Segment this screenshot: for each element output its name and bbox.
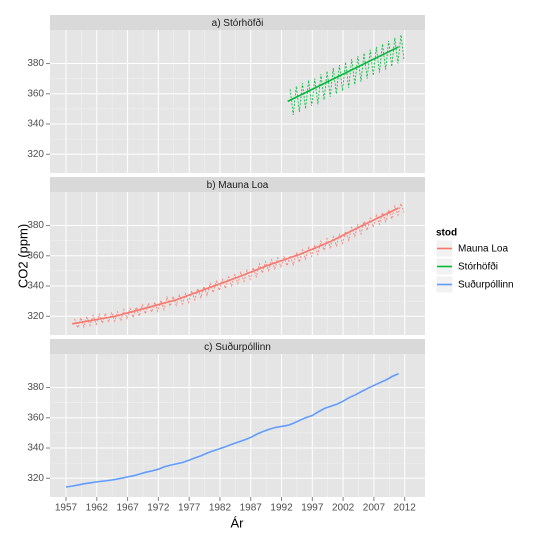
y-tick-label: 380	[27, 382, 44, 393]
data-line	[74, 202, 405, 330]
legend-label: Stórhöfði	[458, 261, 498, 273]
y-tick-label: 340	[27, 281, 44, 292]
strip-background	[50, 177, 425, 192]
y-tick-label: 380	[27, 58, 44, 69]
y-tick-label: 340	[27, 443, 44, 454]
x-tick-label: 1962	[86, 503, 109, 514]
data-line	[65, 372, 399, 488]
x-tick-label: 1987	[240, 503, 263, 514]
trend-line	[72, 207, 399, 325]
x-tick-label: 1972	[147, 503, 170, 514]
y-tick-label: 320	[27, 311, 44, 322]
legend-label: Suðurpóllinn	[458, 279, 514, 291]
panel-background	[50, 30, 425, 173]
x-tick-label: 1982	[209, 503, 232, 514]
data-line	[289, 34, 405, 115]
y-tick-label: 360	[27, 250, 44, 261]
x-tick-label: 1992	[270, 503, 293, 514]
y-tick-label: 360	[27, 412, 44, 423]
legend-label: Mauna Loa	[458, 244, 508, 255]
y-tick-label: 360	[27, 88, 44, 99]
x-tick-label: 1977	[178, 503, 201, 514]
strip-label: b) Mauna Loa	[207, 180, 269, 191]
y-tick-label: 320	[27, 473, 44, 484]
x-tick-label: 2002	[332, 503, 355, 514]
strip-label: a) Stórhöfði	[212, 17, 264, 29]
y-tick-label: 340	[27, 119, 44, 130]
panel-background	[50, 354, 425, 497]
panel-background	[50, 192, 425, 335]
trend-line	[287, 46, 399, 103]
y-tick-label: 320	[27, 149, 44, 160]
strip-background	[50, 339, 425, 354]
x-axis-label: Ár	[231, 515, 245, 530]
strip-background	[50, 15, 425, 30]
x-tick-label: 2012	[394, 503, 417, 514]
y-axis-label: CO2 (ppm)	[15, 224, 30, 288]
legend-title: stod	[436, 228, 457, 239]
x-tick-label: 2007	[363, 503, 386, 514]
strip-label: c) Suðurpóllinn	[204, 341, 271, 353]
y-tick-label: 380	[27, 220, 44, 231]
x-tick-label: 1997	[301, 503, 324, 514]
x-tick-label: 1967	[116, 503, 139, 514]
x-tick-label: 1957	[55, 503, 78, 514]
